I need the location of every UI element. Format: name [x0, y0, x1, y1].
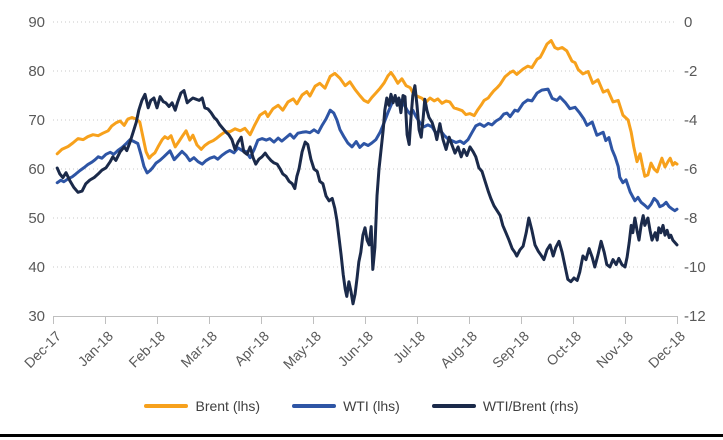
- footer-rule: [0, 434, 723, 437]
- legend-item-brent: Brent (lhs): [144, 398, 260, 414]
- legend-label-wti: WTI (lhs): [343, 398, 400, 414]
- series-line-wti: [55, 87, 679, 213]
- x-axis-label: Jan-18: [75, 328, 117, 370]
- legend-swatch-wti-brent-spread-icon: [431, 404, 476, 408]
- x-axis-label: Dec-18: [645, 328, 688, 371]
- y-axis-label-left: 30: [28, 308, 45, 325]
- x-axis-label: Feb-18: [125, 328, 168, 371]
- legend-label-wti-brent-spread: WTI/Brent (rhs): [482, 398, 579, 414]
- y-axis-label-left: 50: [28, 210, 45, 227]
- x-axis-label: Nov-18: [593, 328, 636, 371]
- x-axis-label: Jul-18: [390, 328, 428, 366]
- y-axis-label-left: 80: [28, 63, 45, 80]
- legend-item-wti-brent-spread: WTI/Brent (rhs): [431, 398, 579, 414]
- x-axis-label: Oct-18: [543, 328, 584, 369]
- legend-label-brent: Brent (lhs): [195, 398, 261, 414]
- y-axis-label-right: -10: [684, 259, 706, 276]
- chart-legend: Brent (lhs) WTI (lhs) WTI/Brent (rhs): [0, 398, 723, 414]
- series-line-brent: [55, 39, 679, 178]
- y-axis-label-right: -12: [684, 308, 706, 325]
- y-axis-label-right: -2: [684, 63, 697, 80]
- x-axis-label: Jun-18: [335, 328, 377, 370]
- y-axis-label-right: -8: [684, 210, 697, 227]
- x-axis-label: Aug-18: [437, 328, 480, 371]
- legend-item-wti: WTI (lhs): [292, 398, 400, 414]
- legend-swatch-wti-icon: [292, 404, 337, 408]
- y-axis-label-right: 0: [684, 14, 692, 31]
- y-axis-label-left: 40: [28, 259, 45, 276]
- x-axis-label: Mar-18: [177, 328, 220, 371]
- y-axis-label-left: 90: [28, 14, 45, 31]
- y-axis-label-right: -4: [684, 112, 697, 129]
- x-axis-label: May-18: [280, 328, 324, 372]
- legend-swatch-brent-icon: [144, 404, 189, 408]
- x-axis-label: Dec-17: [21, 328, 64, 371]
- x-axis-label: Apr-18: [231, 328, 272, 369]
- y-axis-label-left: 70: [28, 112, 45, 129]
- y-axis-label-left: 60: [28, 161, 45, 178]
- series-line-wti-brent-spread: [55, 84, 679, 306]
- y-axis-label-right: -6: [684, 161, 697, 178]
- x-axis-label: Sep-18: [489, 328, 532, 371]
